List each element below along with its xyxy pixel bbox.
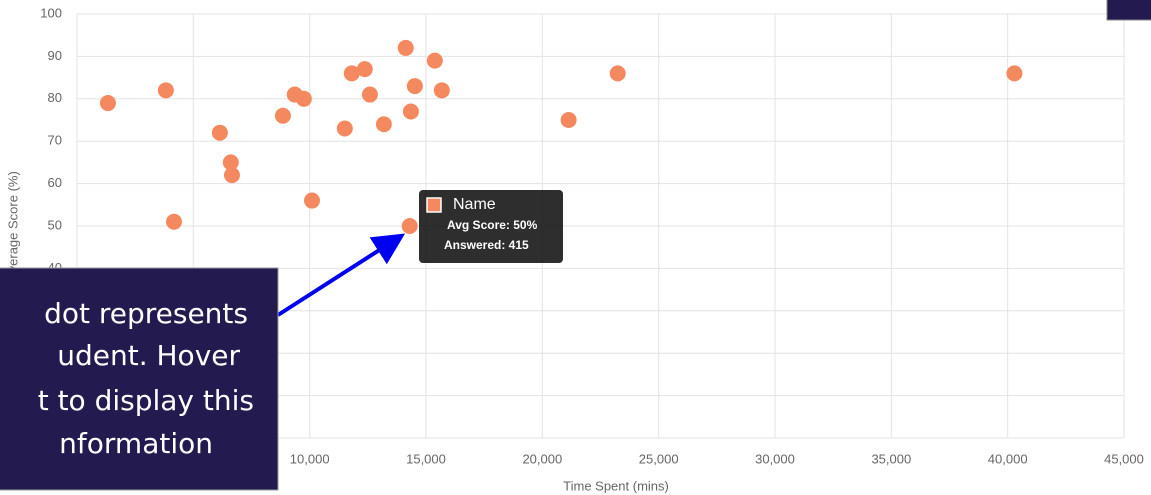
x-tick-label: 10,000 — [290, 451, 330, 466]
tooltip-swatch — [426, 197, 442, 213]
y-tick-label: 50 — [48, 217, 62, 232]
data-point — [157, 82, 174, 99]
data-point — [223, 167, 240, 184]
data-point — [295, 90, 312, 107]
callout-text: nformation — [59, 427, 213, 460]
callout-box — [0, 267, 279, 491]
x-axis-title: Time Spent (mins) — [563, 478, 669, 493]
data-point — [274, 107, 291, 124]
corner-button — [1106, 0, 1151, 21]
x-tick-label: 15,000 — [406, 451, 446, 466]
x-tick-label: 40,000 — [988, 451, 1028, 466]
callout-text: t to display this — [38, 384, 254, 417]
x-tick-label: 25,000 — [639, 451, 679, 466]
data-point — [609, 65, 626, 82]
y-tick-label: 80 — [48, 90, 62, 105]
data-point — [375, 116, 392, 133]
tooltip-line: Avg Score: 50% — [447, 218, 538, 232]
callout-text: dot represents — [44, 297, 248, 330]
y-tick-label: 100 — [40, 5, 62, 20]
data-point — [336, 120, 353, 137]
x-tick-label: 45,000 — [1104, 451, 1144, 466]
arrow — [276, 233, 406, 317]
tooltip-line: Answered: 415 — [444, 238, 529, 252]
y-tick-label: 60 — [48, 175, 62, 190]
x-tick-label: 20,000 — [522, 451, 562, 466]
data-point — [356, 61, 373, 78]
y-axis-title: Average Score (%) — [5, 171, 20, 281]
data-point — [406, 78, 423, 95]
data-point — [402, 103, 419, 120]
tooltip-title: Name — [453, 196, 496, 213]
x-tick-label: 35,000 — [871, 451, 911, 466]
callout-text: udent. Hover — [57, 339, 240, 372]
data-point — [1006, 65, 1023, 82]
data-point — [361, 86, 378, 103]
data-point — [222, 154, 239, 171]
y-tick-label: 90 — [48, 48, 62, 63]
data-point — [560, 112, 577, 128]
tooltip: Name Avg Score: 50% Answered: 415 — [419, 190, 563, 263]
x-tick-label: 30,000 — [755, 451, 795, 466]
data-point — [433, 82, 450, 99]
data-point — [303, 192, 320, 209]
tooltip-box — [419, 190, 563, 263]
y-tick-label: 70 — [48, 133, 62, 148]
data-point — [397, 39, 414, 56]
data-point — [211, 124, 228, 141]
data-point — [426, 52, 443, 69]
data-point — [343, 65, 360, 82]
data-point — [166, 213, 183, 230]
data-point — [401, 218, 418, 234]
data-point — [99, 95, 116, 112]
